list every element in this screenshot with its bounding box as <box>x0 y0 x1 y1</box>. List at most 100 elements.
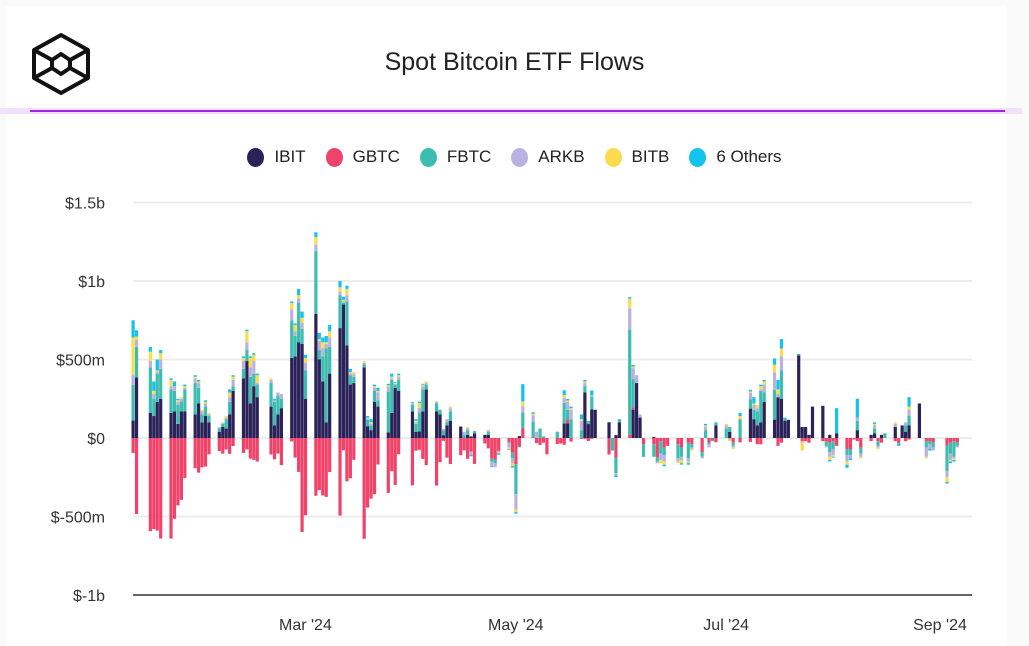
bar-segment-ibit <box>386 432 390 438</box>
bar-group <box>345 285 349 482</box>
bar-segment-6-others <box>662 464 666 467</box>
bar-segment-6-others <box>831 456 835 458</box>
legend-item-gbtc[interactable]: GBTC <box>325 147 400 167</box>
bar-group <box>172 381 177 519</box>
bar-segment-bitb <box>417 403 421 408</box>
bar-segment-ibit <box>855 430 859 438</box>
bar-segment-fbtc <box>193 383 197 415</box>
bar-segment-bitb <box>386 385 390 387</box>
bar-segment-6-others <box>907 397 911 407</box>
legend-dot-icon <box>419 147 437 167</box>
bar-segment-fbtc <box>490 458 494 462</box>
bar-segment-gbtc <box>200 438 204 468</box>
bar-group <box>497 438 501 455</box>
bar-segment-arkb <box>859 453 863 457</box>
bar-segment-6-others <box>148 346 152 352</box>
bar-segment-ibit <box>652 437 656 438</box>
bar-segment-6-others <box>510 466 515 468</box>
bar-segment-ibit <box>566 423 570 438</box>
bar-group <box>369 419 373 499</box>
bar-segment-gbtc <box>300 438 304 533</box>
bar-segment-gbtc <box>852 438 856 440</box>
bar-segment-arkb <box>728 438 732 440</box>
legend-item-arkb[interactable]: ARKB <box>511 147 585 167</box>
legend-item-fbtc[interactable]: FBTC <box>419 147 492 167</box>
bar-segment-fbtc <box>907 416 911 426</box>
bar-segment-bitb <box>762 381 766 385</box>
bar-segment-6-others <box>928 448 932 451</box>
bar-segment-bitb <box>324 342 328 344</box>
bar-segment-ibit <box>303 398 308 438</box>
bar-segment-arkb <box>569 409 573 420</box>
bar-group <box>538 428 542 445</box>
bar-segment-ibit <box>148 412 152 438</box>
bar-group <box>517 436 521 448</box>
bar-segment-fbtc <box>417 412 421 432</box>
bar-segment-fbtc <box>617 419 621 423</box>
bar-segment-ibit <box>200 422 204 438</box>
bar-segment-gbtc <box>590 438 594 439</box>
bar-segment-6-others <box>328 324 332 332</box>
bar-segment-6-others <box>490 466 494 468</box>
bar-segment-gbtc <box>252 438 256 460</box>
bar-segment-arkb <box>328 337 332 347</box>
bar-group <box>324 335 328 497</box>
bar-segment-arkb <box>279 394 283 399</box>
bar-group <box>207 412 211 455</box>
bar-segment-ibit <box>424 389 428 438</box>
bar-segment-fbtc <box>562 402 566 424</box>
bar-segment-fbtc <box>848 448 853 456</box>
bar-segment-gbtc <box>369 438 373 499</box>
bar-segment-fbtc <box>945 445 949 471</box>
legend-item-6-others[interactable]: 6 Others <box>689 147 782 167</box>
bar-segment-gbtc <box>390 438 394 472</box>
bar-segment-arkb <box>386 386 390 392</box>
bar-segment-ibit <box>341 304 346 438</box>
bar-segment-bitb <box>828 456 832 460</box>
bar-segment-ibit <box>466 434 470 438</box>
bar-segment-ibit <box>755 425 759 438</box>
bar-segment-fbtc <box>366 419 370 427</box>
bar-segment-fbtc <box>472 430 477 434</box>
bar-segment-gbtc <box>779 438 784 443</box>
bar-segment-arkb <box>924 447 928 457</box>
bar-segment-bitb <box>328 331 332 338</box>
bar-segment-gbtc <box>614 438 618 458</box>
bar-group <box>414 419 418 451</box>
bar-segment-fbtc <box>255 384 259 398</box>
bar-group <box>748 389 753 442</box>
legend-item-bitb[interactable]: BITB <box>604 147 669 167</box>
bar-segment-gbtc <box>366 438 370 508</box>
bar-segment-ibit <box>159 398 163 438</box>
bar-segment-gbtc <box>466 438 470 459</box>
bar-segment-gbtc <box>245 438 249 450</box>
bar-segment-bitb <box>510 462 515 467</box>
bar-segment-gbtc <box>655 438 659 457</box>
bar-segment-gbtc <box>393 438 397 485</box>
bar-segment-fbtc <box>521 412 525 429</box>
bar-segment-arkb <box>614 473 618 476</box>
legend-item-ibit[interactable]: IBIT <box>247 147 306 167</box>
bar-segment-bitb <box>759 386 763 390</box>
bar-segment-gbtc <box>148 438 152 532</box>
bar-segment-ibit <box>828 434 832 438</box>
bar-segment-6-others <box>562 390 566 395</box>
bar-segment-arkb <box>928 444 932 449</box>
bar-segment-arkb <box>228 397 232 402</box>
bar-segment-gbtc <box>217 438 221 452</box>
bar-segment-gbtc <box>828 438 832 443</box>
bar-segment-arkb <box>659 453 663 460</box>
bar-group <box>897 438 901 446</box>
bar-segment-gbtc <box>679 438 684 448</box>
bar-segment-arkb <box>176 401 180 406</box>
bar-group <box>586 420 590 441</box>
bar-segment-ibit <box>241 378 246 438</box>
legend-label: FBTC <box>446 147 492 166</box>
legend-dot-icon <box>604 147 622 167</box>
bar-group <box>955 438 959 448</box>
bar-segment-bitb <box>893 422 897 424</box>
bar-segment-fbtc <box>317 350 321 360</box>
bar-segment-bitb <box>876 447 880 449</box>
bar-segment-fbtc <box>414 423 418 432</box>
bar-segment-gbtc <box>269 438 273 455</box>
